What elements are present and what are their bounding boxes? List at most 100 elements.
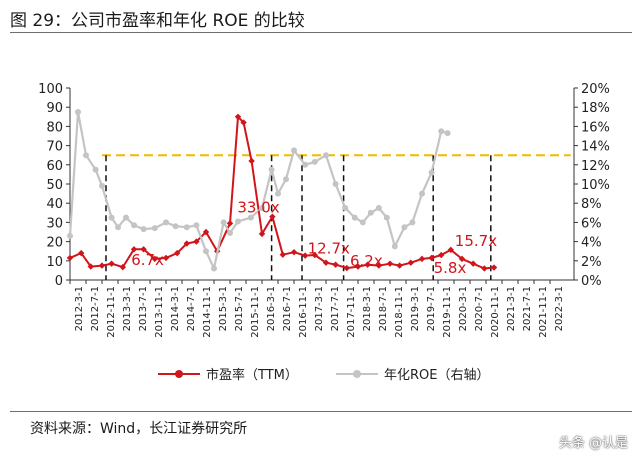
- roe-point: [323, 152, 329, 159]
- roe-series-line: [68, 110, 448, 270]
- x-tick-label: 2013-11-1: [154, 286, 165, 338]
- roe-point: [172, 223, 179, 230]
- right-tick-label: 10%: [581, 178, 610, 193]
- x-tick-label: 2017-7-1: [330, 286, 341, 331]
- roe-point: [203, 248, 209, 255]
- roe-point: [75, 109, 81, 115]
- pe-roe-chart: 0 10 20 30 40 50 60 70 80 90 100 0% 2% 4% 6% 8% 10% 12% 14…: [38, 82, 610, 338]
- legend-item-roe[interactable]: 年化ROE（右轴）: [336, 364, 489, 383]
- right-tick-label: 12%: [581, 159, 610, 174]
- x-tick-label: 2015-11-1: [250, 286, 261, 338]
- x-tick-label: 2013-7-1: [138, 286, 149, 331]
- roe-point: [183, 224, 190, 231]
- left-tick-label: 100: [38, 82, 63, 97]
- pe-point: [174, 249, 181, 257]
- right-tick-label: 0%: [581, 274, 602, 289]
- roe-point: [419, 190, 425, 197]
- right-tick-label: 4%: [581, 236, 602, 251]
- legend-roe-label: 年化ROE（右轴）: [384, 368, 490, 383]
- x-tick-label: 2018-11-1: [394, 286, 405, 338]
- x-tick-label: 2019-11-1: [442, 286, 453, 338]
- watermark: 头条 @认是: [558, 436, 628, 451]
- footer-divider: [10, 411, 632, 412]
- pe-point: [234, 113, 242, 120]
- right-tick-label: 14%: [581, 140, 610, 155]
- x-tick-label: 2014-3-1: [170, 286, 181, 331]
- x-tick-label: 2016-3-1: [266, 286, 277, 331]
- roe-point: [332, 181, 339, 187]
- x-tick-label: 2021-7-1: [522, 286, 533, 331]
- roe-point: [211, 265, 217, 272]
- x-tick-label: 2012-7-1: [90, 286, 101, 331]
- right-tick-label: 20%: [581, 82, 610, 97]
- source-note: 资料来源：Wind，长江证券研究所: [30, 421, 248, 437]
- right-tick-label: 2%: [581, 255, 602, 270]
- x-tick-label: 2012-3-1: [74, 286, 85, 331]
- legend-roe-marker: [353, 369, 361, 378]
- right-tick-label: 8%: [581, 197, 602, 212]
- roe-point: [131, 222, 137, 229]
- legend-item-pe[interactable]: 市盈率（TTM）: [158, 364, 298, 383]
- pe-point: [78, 249, 85, 257]
- roe-point: [92, 166, 99, 173]
- pe-point: [343, 264, 350, 272]
- pe-point: [66, 254, 74, 262]
- left-tick-label: 0: [55, 274, 63, 289]
- roe-point: [193, 222, 200, 229]
- roe-point: [259, 205, 265, 211]
- pe-point: [202, 228, 210, 236]
- roe-point: [220, 219, 227, 226]
- roe-point: [99, 182, 105, 189]
- chart-title: 图 29：公司市盈率和年化 ROE 的比较: [10, 11, 305, 31]
- roe-point: [438, 128, 445, 135]
- pe-point: [364, 261, 371, 268]
- pe-point: [183, 240, 190, 247]
- pe-point: [226, 220, 234, 227]
- roe-point: [367, 209, 374, 216]
- left-tick-label: 70: [46, 140, 63, 155]
- x-tick-label: 2015-3-1: [218, 286, 229, 331]
- pe-point: [302, 252, 309, 259]
- legend-pe-marker: [175, 369, 183, 378]
- roe-point: [428, 169, 435, 176]
- right-tick-label: 6%: [581, 216, 602, 231]
- pe-point: [98, 262, 106, 269]
- pe-point: [240, 119, 247, 126]
- pe-point: [396, 262, 403, 269]
- roe-point: [283, 176, 289, 183]
- pe-point: [193, 238, 200, 245]
- x-tick-label: 2020-11-1: [490, 286, 501, 338]
- roe-point: [227, 229, 233, 236]
- x-tick-label: 2018-7-1: [378, 286, 389, 331]
- pe-point: [470, 260, 477, 267]
- pe-point: [332, 261, 339, 268]
- x-tick-label: 2022-3-1: [554, 286, 565, 331]
- roe-point: [268, 166, 275, 173]
- x-tick-label: 2020-7-1: [474, 286, 485, 331]
- legend-pe-swatch: [158, 369, 200, 378]
- roe-point: [67, 232, 73, 239]
- chart-legend: 市盈率（TTM） 年化ROE（右轴）: [0, 364, 640, 388]
- roe-point: [108, 214, 115, 221]
- left-tick-label: 10: [46, 255, 63, 270]
- pe-point: [354, 263, 362, 270]
- pe-point: [140, 246, 147, 253]
- pe-point: [248, 157, 255, 165]
- pe-point: [87, 263, 94, 270]
- roe-point: [247, 214, 254, 221]
- x-tick-label: 2017-11-1: [346, 286, 357, 338]
- pe-annotation: 6.7x: [131, 251, 164, 269]
- pe-point: [290, 248, 298, 256]
- pe-point: [162, 254, 170, 262]
- roe-point: [375, 205, 382, 211]
- pe-point: [108, 260, 115, 267]
- pe-point: [490, 264, 498, 271]
- x-tick-label: 2014-11-1: [202, 286, 213, 338]
- x-tick-label: 2019-3-1: [410, 286, 421, 331]
- legend-pe-label: 市盈率（TTM）: [206, 368, 298, 383]
- left-tick-label: 40: [46, 197, 63, 212]
- roe-point: [302, 161, 309, 168]
- x-tick-label: 2012-11-1: [106, 286, 117, 338]
- roe-point: [444, 130, 451, 137]
- roe-point: [409, 219, 416, 226]
